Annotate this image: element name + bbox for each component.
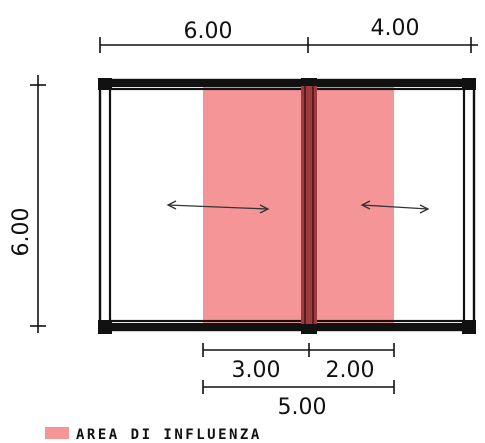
influence-area xyxy=(203,84,394,328)
bottom-dimension-split: 3.00 2.00 xyxy=(202,343,395,383)
left-slab-arrow xyxy=(166,200,270,214)
bottom-dimension-total: 5.00 xyxy=(202,380,395,420)
central-beam xyxy=(301,86,317,324)
column xyxy=(98,320,112,334)
dim-top-right-label: 4.00 xyxy=(371,16,420,41)
dim-left-height-label: 6.00 xyxy=(9,208,34,257)
dim-influence-left-label: 3.00 xyxy=(232,358,281,383)
dim-influence-right-label: 2.00 xyxy=(326,358,375,383)
right-slab-arrow xyxy=(360,200,430,214)
column xyxy=(462,78,476,90)
legend-swatch xyxy=(45,427,69,439)
legend-label: AREA DI INFLUENZA xyxy=(76,427,262,443)
top-dimension: 6.00 4.00 xyxy=(99,16,478,53)
column xyxy=(98,78,112,90)
dim-influence-total-label: 5.00 xyxy=(278,395,327,420)
left-dimension: 6.00 xyxy=(9,75,46,333)
legend: AREA DI INFLUENZA xyxy=(45,427,262,443)
dim-top-left-label: 6.00 xyxy=(184,19,233,44)
column xyxy=(462,320,476,334)
